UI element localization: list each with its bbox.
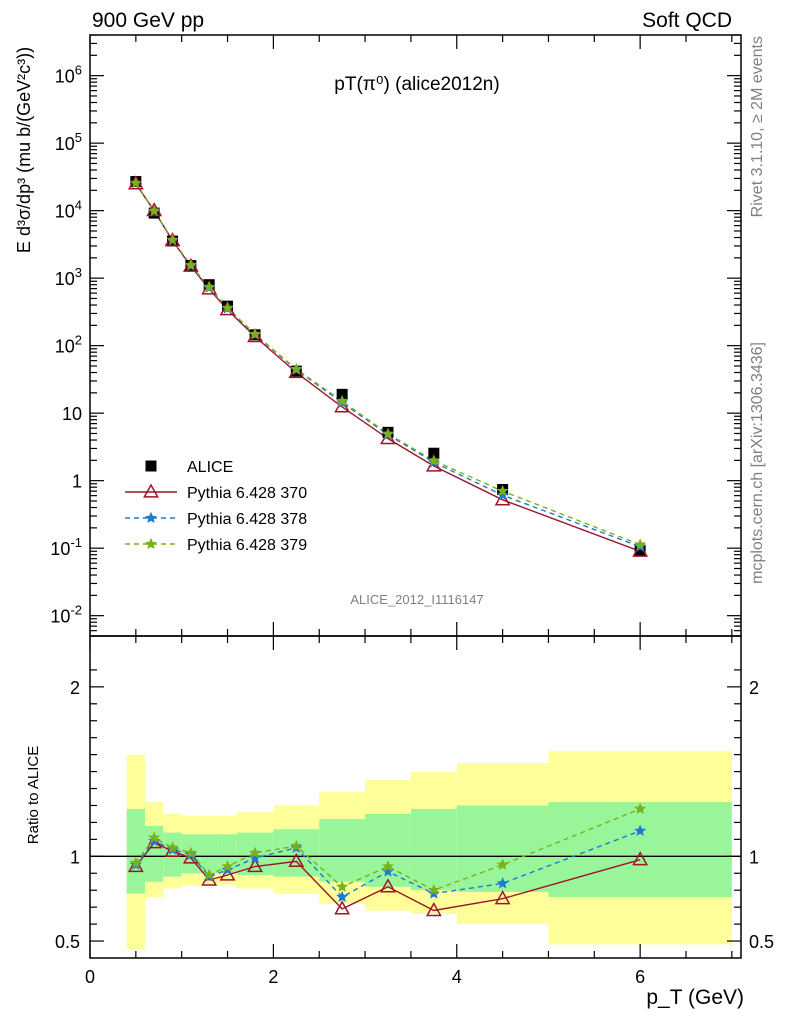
data-point — [494, 890, 511, 905]
data-point — [148, 834, 161, 847]
ratio-inner-band — [319, 819, 366, 882]
header-left: 900 GeV pp — [92, 9, 204, 32]
ratio-y-axis-label: Ratio to ALICE — [25, 746, 42, 844]
data-point — [336, 394, 349, 407]
data-point — [382, 860, 394, 872]
ratio-inner-band — [365, 813, 411, 887]
data-point — [221, 301, 234, 313]
y-tick-label: 10 — [62, 404, 82, 424]
legend-label: Pythia 6.428 379 — [187, 537, 307, 554]
legend-label: ALICE — [187, 459, 233, 476]
rivet-label: Rivet 3.1.10, ≥ 2M events — [749, 36, 766, 217]
data-point — [288, 363, 305, 379]
legend-label: Pythia 6.428 370 — [187, 485, 307, 502]
data-point — [184, 846, 197, 859]
data-point — [288, 852, 305, 868]
data-point — [634, 802, 647, 814]
x-axis-label: p_T (GeV) — [646, 986, 744, 1009]
legend-marker — [145, 511, 157, 524]
main-panel: 10-2 10-1 1 10 102 103 104 105 106 pT(π⁰) (alice… — [14, 34, 742, 637]
data-point — [634, 824, 647, 836]
legend: ALICE Pythia 6.428 370 Pythia 6.428 378 Pyt… — [125, 459, 307, 554]
data-point — [148, 831, 161, 843]
data-point — [148, 204, 161, 216]
ratio-y-tick-label: 2 — [70, 678, 80, 698]
data-point — [203, 280, 216, 293]
ratio-y-tick-label: 0.5 — [55, 932, 80, 952]
legend-label: Pythia 6.428 378 — [187, 511, 307, 528]
y-tick-label: 1 — [72, 472, 82, 492]
ratio-inner-band — [548, 802, 732, 897]
data-point — [425, 902, 442, 917]
data-point — [249, 851, 262, 864]
header-right: Soft QCD — [642, 9, 732, 32]
data-point — [496, 877, 509, 889]
data-point — [634, 538, 647, 550]
y-tick-label: 103 — [55, 265, 82, 289]
data-point — [166, 233, 179, 246]
data-point — [247, 857, 263, 873]
ratio-panel: 0 2 4 6 0.5 0.5 1 1 2 2 Ratio to ALICE p_T (GeV) — [25, 635, 774, 1009]
data-point — [221, 860, 234, 872]
data-point — [382, 427, 394, 439]
x-tick-label: 2 — [268, 967, 278, 987]
data-point — [336, 890, 349, 903]
y-tick-label: 105 — [55, 130, 82, 154]
data-point — [290, 362, 303, 375]
data-point — [290, 839, 303, 852]
data-point — [129, 176, 142, 189]
data-point — [632, 851, 649, 866]
data-point — [129, 856, 142, 869]
legend-marker — [143, 483, 159, 498]
plot-frame — [89, 635, 742, 959]
analysis-label: ALICE_2012_I1116147 — [350, 592, 483, 607]
data-point — [203, 868, 216, 881]
data-point — [184, 258, 197, 271]
ratio-inner-band — [200, 834, 219, 874]
data-point — [380, 878, 396, 893]
data-point — [634, 544, 646, 556]
data-point — [428, 447, 440, 459]
data-point — [334, 900, 351, 915]
data-point — [336, 880, 349, 892]
legend-marker — [145, 537, 157, 550]
mcplots-label: mcplots.cern.ch [arXiv:1306.3436] — [749, 342, 766, 584]
y-tick-label: 106 — [55, 63, 82, 87]
data-point — [247, 328, 263, 343]
legend-marker — [145, 460, 157, 472]
data-point — [496, 858, 509, 870]
x-tick-label: 6 — [635, 967, 645, 987]
y-tick-label: 10-2 — [50, 603, 82, 627]
data-point — [336, 388, 348, 400]
ratio-inner-band — [218, 834, 237, 874]
data-point — [382, 865, 394, 877]
ratio-y-tick-label-right: 2 — [749, 678, 759, 698]
ratio-inner-band — [410, 808, 457, 891]
data-point — [427, 454, 440, 466]
y-tick-label: 104 — [55, 198, 82, 222]
data-point — [249, 846, 262, 859]
ratio-inner-band — [163, 832, 182, 877]
ratio-y-tick-label-right: 1 — [749, 847, 759, 867]
ratio-inner-band — [126, 808, 146, 894]
data-point — [427, 883, 440, 896]
y-tick-label: 10-1 — [50, 535, 82, 559]
y-tick-label: 102 — [55, 333, 82, 357]
x-tick-label: 0 — [85, 967, 95, 987]
x-tick-label: 4 — [452, 967, 462, 987]
plot-title: pT(π⁰) (alice2012n) — [334, 74, 499, 95]
data-point — [127, 857, 144, 873]
ratio-y-tick-label: 1 — [70, 847, 80, 867]
main-y-axis-label: E d³σ/dp³ (mu b/(GeV²c³)) — [14, 47, 34, 253]
data-point — [496, 488, 509, 501]
data-point — [496, 484, 509, 497]
data-point — [164, 842, 181, 857]
data-point — [249, 327, 262, 340]
ratio-y-tick-label-right: 0.5 — [749, 932, 774, 952]
data-point — [166, 841, 179, 853]
